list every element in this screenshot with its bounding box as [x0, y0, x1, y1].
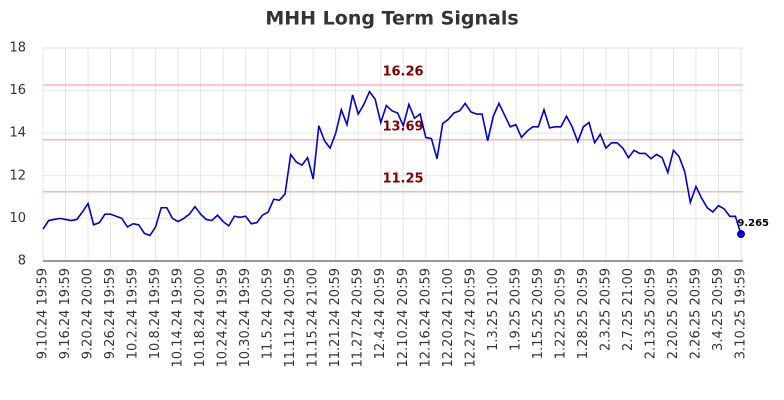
chart-title: MHH Long Term Signals	[265, 8, 518, 30]
x-tick-label: 12.10.24 20:59	[396, 268, 411, 368]
x-tick-label: 11.5.24 20:59	[261, 268, 276, 359]
x-tick-label: 2.26.25 20:59	[688, 268, 703, 359]
x-tick-label: 2.13.25 20:59	[643, 268, 658, 359]
y-tick-label: 16	[9, 83, 26, 98]
y-tick-label: 10	[9, 211, 26, 226]
y-tick-label: 12	[9, 168, 26, 183]
x-tick-label: 2.3.25 20:59	[598, 268, 613, 351]
x-tick-label: 11.21.24 20:59	[328, 268, 343, 368]
last-point	[737, 230, 745, 239]
x-tick-label: 1.3.25 21:00	[486, 268, 501, 351]
x-tick-label: 2.20.25 20:59	[666, 268, 681, 359]
x-tick-label: 12.20.24 21:00	[441, 268, 456, 368]
x-tick-label: 9.10.24 19:59	[36, 268, 51, 359]
x-tick-label: 9.20.24 20:00	[81, 268, 96, 359]
x-tick-label: 10.2.24 19:59	[126, 268, 141, 359]
signal-label: 16.26	[382, 65, 423, 80]
x-tick-label: 12.16.24 20:59	[418, 268, 433, 368]
x-tick-label: 10.30.24 19:59	[238, 268, 253, 368]
x-tick-label: 3.4.25 20:59	[711, 268, 726, 351]
signal-label: 11.25	[382, 171, 423, 186]
x-tick-label: 2.7.25 21:00	[621, 268, 636, 351]
y-tick-label: 8	[18, 254, 26, 269]
x-tick-label: 3.10.25 19:59	[734, 268, 749, 359]
x-tick-label: 11.11.24 20:59	[283, 268, 298, 368]
x-tick-label: 1.28.25 20:59	[576, 268, 591, 359]
x-tick-label: 11.15.24 21:00	[306, 268, 321, 368]
x-tick-label: 11.27.24 20:59	[351, 268, 366, 368]
y-tick-label: 18	[9, 41, 26, 56]
x-tick-label: 12.4.24 20:59	[373, 268, 388, 359]
x-tick-label: 10.8.24 19:59	[148, 268, 163, 359]
x-tick-label: 1.9.25 20:59	[508, 268, 523, 351]
x-tick-label: 9.16.24 19:59	[58, 268, 73, 359]
x-tick-label: 10.18.24 20:00	[193, 268, 208, 368]
last-value-label: 9.265	[737, 218, 769, 229]
x-tick-label: 1.22.25 20:59	[553, 268, 568, 359]
x-tick-label: 9.26.24 19:59	[103, 268, 118, 359]
price-line	[42, 90, 742, 237]
x-tick-label: 10.14.24 19:59	[171, 268, 186, 368]
x-tick-label: 10.24.24 19:59	[216, 268, 231, 368]
y-tick-label: 14	[9, 126, 26, 141]
x-tick-label: 12.27.24 20:59	[463, 268, 478, 368]
x-tick-label: 1.15.25 20:59	[531, 268, 546, 359]
